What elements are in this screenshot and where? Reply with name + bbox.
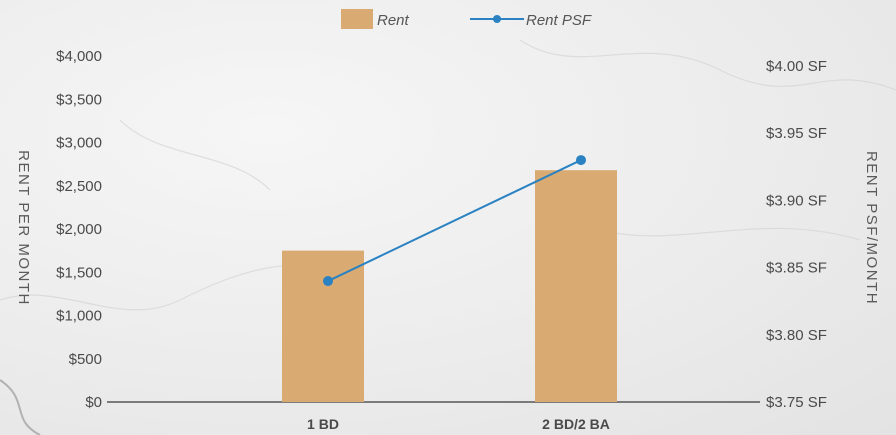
- x-tick-label: 1 BD: [307, 416, 339, 432]
- y-right-tick-label: $3.80 SF: [766, 327, 827, 344]
- y-left-tick-label: $2,000: [56, 221, 102, 238]
- y-right-tick-label: $3.90 SF: [766, 192, 827, 209]
- labels-layer: $0 $500 $1,000 $1,500 $2,000 $2,500 $3,000 $3,5…: [56, 48, 827, 432]
- y-left-tick-label: $4,000: [56, 48, 102, 65]
- y-left-tick-label: $1,500: [56, 264, 102, 281]
- y-axis-right-title: RENT PSF/MONTH: [863, 151, 880, 305]
- y-left-tick-label: $1,000: [56, 308, 102, 325]
- legend: Rent Rent PSF: [341, 9, 592, 29]
- point-rent-psf: [323, 276, 333, 287]
- legend-label-rent: Rent: [377, 12, 410, 29]
- y-right-tick-label: $3.75 SF: [766, 394, 827, 411]
- y-left-tick-label: $500: [69, 351, 102, 368]
- line-layer: [323, 155, 586, 287]
- bar-rent: [282, 250, 364, 402]
- bars-layer: [282, 170, 617, 402]
- point-rent-psf: [576, 155, 586, 166]
- bar-rent: [535, 170, 617, 402]
- y-right-tick-label: $3.85 SF: [766, 260, 827, 277]
- x-tick-label: 2 BD/2 BA: [542, 416, 610, 432]
- y-right-tick-label: $3.95 SF: [766, 125, 827, 142]
- y-right-tick-label: $4.00 SF: [766, 58, 827, 75]
- y-left-tick-label: $2,500: [56, 178, 102, 195]
- legend-label-rent-psf: Rent PSF: [526, 12, 592, 29]
- legend-swatch-rent-psf-marker: [493, 15, 501, 23]
- marble-background: [0, 39, 896, 435]
- y-left-tick-label: $3,000: [56, 135, 102, 152]
- y-left-tick-label: $0: [85, 394, 102, 411]
- y-left-tick-label: $3,500: [56, 91, 102, 108]
- y-axis-left-title: RENT PER MONTH: [15, 150, 32, 306]
- legend-swatch-rent: [341, 9, 373, 29]
- line-rent-psf: [327, 159, 582, 282]
